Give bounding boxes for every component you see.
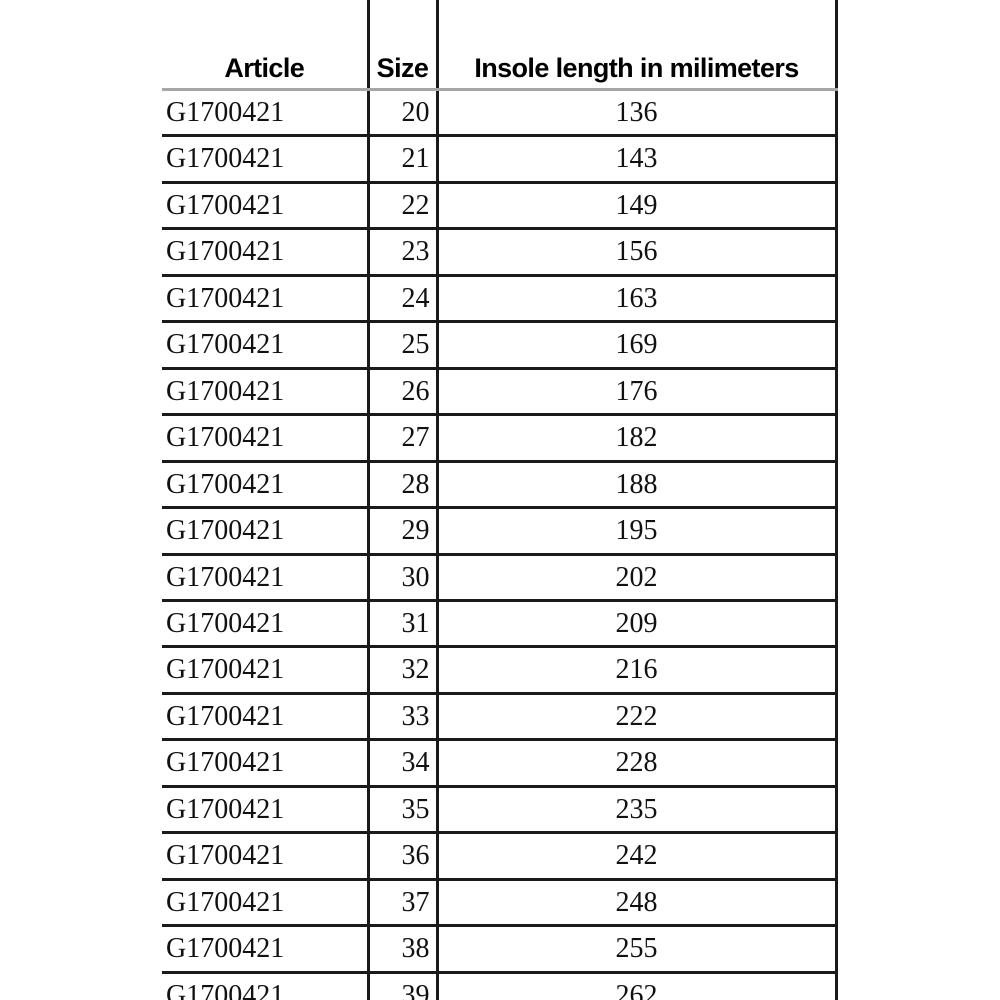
table-row: G1700421 27 182 (162, 414, 838, 463)
cell-article: G1700421 (162, 600, 368, 649)
cell-article: G1700421 (162, 461, 368, 510)
cell-insole-length: 169 (437, 321, 838, 370)
cell-size: 39 (366, 972, 439, 1000)
cell-size: 29 (366, 507, 439, 556)
cell-size: 31 (366, 600, 439, 649)
table-row: G1700421 23 156 (162, 228, 838, 277)
column-header-article: Article (162, 0, 368, 91)
cell-size: 24 (366, 275, 439, 324)
table-row: G1700421 34 228 (162, 739, 838, 788)
table-body: G1700421 20 136 G1700421 21 143 G1700421 22 149 G… (162, 89, 838, 1000)
column-header-article-label: Article (224, 53, 305, 83)
table-header: Article Size Insole length in milimeters (162, 0, 838, 91)
cell-insole-length: 143 (437, 135, 838, 184)
cell-insole-length: 195 (437, 507, 838, 556)
table-row: G1700421 36 242 (162, 832, 838, 881)
cell-insole-length: 163 (437, 275, 838, 324)
cell-article: G1700421 (162, 228, 368, 277)
cell-insole-length: 242 (437, 832, 838, 881)
table-row: G1700421 25 169 (162, 321, 838, 370)
cell-size: 34 (366, 739, 439, 788)
cell-insole-length: 235 (437, 786, 838, 835)
cell-insole-length: 156 (437, 228, 838, 277)
cell-article: G1700421 (162, 368, 368, 417)
cell-size: 30 (366, 554, 439, 602)
cell-insole-length: 188 (437, 461, 838, 510)
cell-article: G1700421 (162, 275, 368, 324)
cell-size: 21 (366, 135, 439, 184)
cell-size: 20 (366, 89, 439, 138)
table-row: G1700421 35 235 (162, 786, 838, 835)
cell-size: 28 (366, 461, 439, 510)
cell-insole-length: 222 (437, 693, 838, 742)
cell-size: 25 (366, 321, 439, 370)
table-row: G1700421 31 209 (162, 600, 838, 649)
cell-size: 26 (366, 368, 439, 417)
cell-insole-length: 228 (437, 739, 838, 788)
cell-article: G1700421 (162, 135, 368, 184)
cell-article: G1700421 (162, 693, 368, 742)
cell-size: 32 (366, 646, 439, 695)
cell-article: G1700421 (162, 925, 368, 974)
cell-size: 23 (366, 228, 439, 277)
cell-article: G1700421 (162, 739, 368, 788)
table-row: G1700421 33 222 (162, 693, 838, 742)
cell-article: G1700421 (162, 646, 368, 695)
column-header-size-label: Size (376, 53, 429, 83)
cell-article: G1700421 (162, 879, 368, 928)
cell-insole-length: 216 (437, 646, 838, 695)
table-row: G1700421 29 195 (162, 507, 838, 556)
table-row: G1700421 22 149 (162, 182, 838, 231)
cell-article: G1700421 (162, 507, 368, 556)
cell-size: 22 (366, 182, 439, 231)
cell-size: 37 (366, 879, 439, 928)
table-row: G1700421 30 202 (162, 554, 838, 602)
column-header-size: Size (366, 0, 439, 91)
table-row: G1700421 24 163 (162, 275, 838, 324)
table-row: G1700421 37 248 (162, 879, 838, 928)
size-chart-table: Article Size Insole length in milimeters… (162, 0, 838, 1000)
cell-article: G1700421 (162, 182, 368, 231)
cell-size: 36 (366, 832, 439, 881)
cell-insole-length: 255 (437, 925, 838, 974)
cell-insole-length: 136 (437, 89, 838, 138)
cell-insole-length: 209 (437, 600, 838, 649)
table-row: G1700421 28 188 (162, 461, 838, 510)
cell-size: 38 (366, 925, 439, 974)
table-row: G1700421 20 136 (162, 89, 838, 138)
cell-insole-length: 202 (437, 554, 838, 602)
cell-article: G1700421 (162, 972, 368, 1000)
cell-insole-length: 176 (437, 368, 838, 417)
table-row: G1700421 39 262 (162, 972, 838, 1000)
cell-article: G1700421 (162, 321, 368, 370)
column-header-insole-length: Insole length in milimeters (437, 0, 838, 91)
column-header-insole-length-label: Insole length in milimeters (474, 53, 799, 83)
cell-insole-length: 182 (437, 414, 838, 463)
cell-insole-length: 248 (437, 879, 838, 928)
table-row: G1700421 32 216 (162, 646, 838, 695)
cell-insole-length: 149 (437, 182, 838, 231)
table-row: G1700421 26 176 (162, 368, 838, 417)
cell-size: 27 (366, 414, 439, 463)
cell-article: G1700421 (162, 554, 368, 602)
table-row: G1700421 21 143 (162, 135, 838, 184)
cell-article: G1700421 (162, 414, 368, 463)
cell-article: G1700421 (162, 89, 368, 138)
header-row: Article Size Insole length in milimeters (162, 0, 838, 91)
cell-article: G1700421 (162, 832, 368, 881)
table-row: G1700421 38 255 (162, 925, 838, 974)
cell-insole-length: 262 (437, 972, 838, 1000)
cell-article: G1700421 (162, 786, 368, 835)
cell-size: 35 (366, 786, 439, 835)
cell-size: 33 (366, 693, 439, 742)
